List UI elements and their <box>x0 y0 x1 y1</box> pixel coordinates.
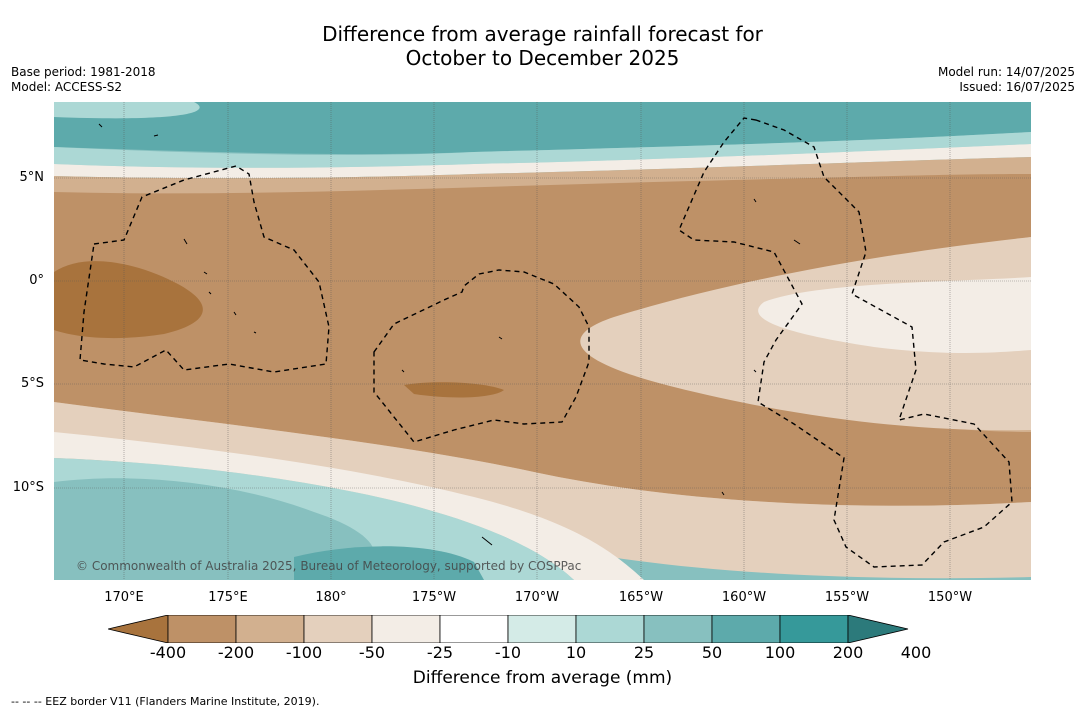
colorbar-tick-label: 50 <box>701 643 723 662</box>
rainfall-map <box>54 102 1031 580</box>
colorbar-tick-label: -25 <box>426 643 454 662</box>
colorbar-tick-label: -50 <box>358 643 386 662</box>
east-tongue-lightest <box>758 277 1031 354</box>
colorbar-tick-label: -400 <box>149 643 187 662</box>
south-transition-1 <box>54 402 1031 579</box>
lon-label-180: 180° <box>315 590 347 605</box>
lon-label-170w: 170°W <box>514 590 560 605</box>
south-wet-core <box>294 546 484 580</box>
model-run: Model run: 14/07/2025 <box>937 65 1075 79</box>
colorbar-swatch <box>371 615 441 643</box>
north-wet-core <box>54 102 1031 155</box>
colorbar-tick-label: 10 <box>565 643 587 662</box>
lat-label-5s: 5°S <box>20 376 44 391</box>
colorbar-swatch <box>507 615 577 643</box>
south-wet-band-2 <box>54 478 375 580</box>
lat-label-5n: 5°N <box>19 170 45 185</box>
eez-footnote: -- -- -- EEZ border V11 (Flanders Marine… <box>11 695 320 708</box>
lon-label-175e: 175°E <box>208 590 248 605</box>
lon-label-150w: 150°W <box>927 590 973 605</box>
islands <box>98 123 801 546</box>
colorbar-tick-label: 400 <box>900 643 932 662</box>
colorbar-tick-label: -100 <box>285 643 323 662</box>
title-line-1: Difference from average rainfall forecas… <box>322 22 763 46</box>
eez-kiribati <box>678 117 1013 568</box>
colorbar-swatch <box>303 615 373 643</box>
colorbar-arrow-low <box>108 615 169 643</box>
colorbar-swatch <box>439 615 509 643</box>
colorbar-tick-label: 25 <box>633 643 655 662</box>
map-svg <box>54 102 1031 580</box>
meta-left: Base period: 1981-2018 Model: ACCESS-S2 <box>11 65 156 95</box>
south-transition-2 <box>54 432 644 580</box>
title-line-2: October to December 2025 <box>405 46 680 70</box>
colorbar-title: Difference from average (mm) <box>412 668 673 688</box>
lat-label-0: 0° <box>29 273 44 288</box>
west-dry-core <box>54 261 203 339</box>
colorbar-tick-label: -200 <box>217 643 255 662</box>
dry-band-medium <box>54 174 1031 506</box>
lon-label-160w: 160°W <box>721 590 767 605</box>
colorbar <box>108 615 909 643</box>
model-name: Model: ACCESS-S2 <box>11 80 123 94</box>
eez-borders <box>79 117 1013 568</box>
north-wet-patch <box>54 102 200 119</box>
north-transition-2 <box>54 144 1031 179</box>
lat-label-10s: 10°S <box>12 480 44 495</box>
colorbar-tick-label: 100 <box>764 643 796 662</box>
lon-label-165w: 165°W <box>618 590 664 605</box>
graticule <box>54 102 1031 580</box>
lon-label-170e: 170°E <box>104 590 144 605</box>
eez-tokelau <box>373 269 590 443</box>
issued-date: Issued: 16/07/2025 <box>959 80 1075 94</box>
colorbar-swatch <box>779 615 849 643</box>
base-period: Base period: 1981-2018 <box>11 65 156 79</box>
colorbar-arrow-high <box>847 615 909 643</box>
eez-tuvalu <box>79 165 330 373</box>
island-marks <box>98 123 801 546</box>
colorbar-swatch <box>167 615 237 643</box>
copyright-notice: © Commonwealth of Australia 2025, Bureau… <box>76 559 582 573</box>
meta-right: Model run: 14/07/2025 Issued: 16/07/2025 <box>938 65 1075 95</box>
north-transition-1 <box>54 132 1031 168</box>
lon-label-175w: 175°W <box>411 590 457 605</box>
colorbar-tick-label: -10 <box>494 643 522 662</box>
central-dry-core <box>404 382 504 398</box>
colorbar-swatch <box>575 615 645 643</box>
map-title: Difference from average rainfall forecas… <box>0 22 1085 70</box>
lon-label-155w: 155°W <box>824 590 870 605</box>
colorbar-swatch <box>235 615 305 643</box>
colorbar-swatch <box>643 615 713 643</box>
colorbar-swatch <box>711 615 781 643</box>
colorbar-tick-label: 200 <box>832 643 864 662</box>
